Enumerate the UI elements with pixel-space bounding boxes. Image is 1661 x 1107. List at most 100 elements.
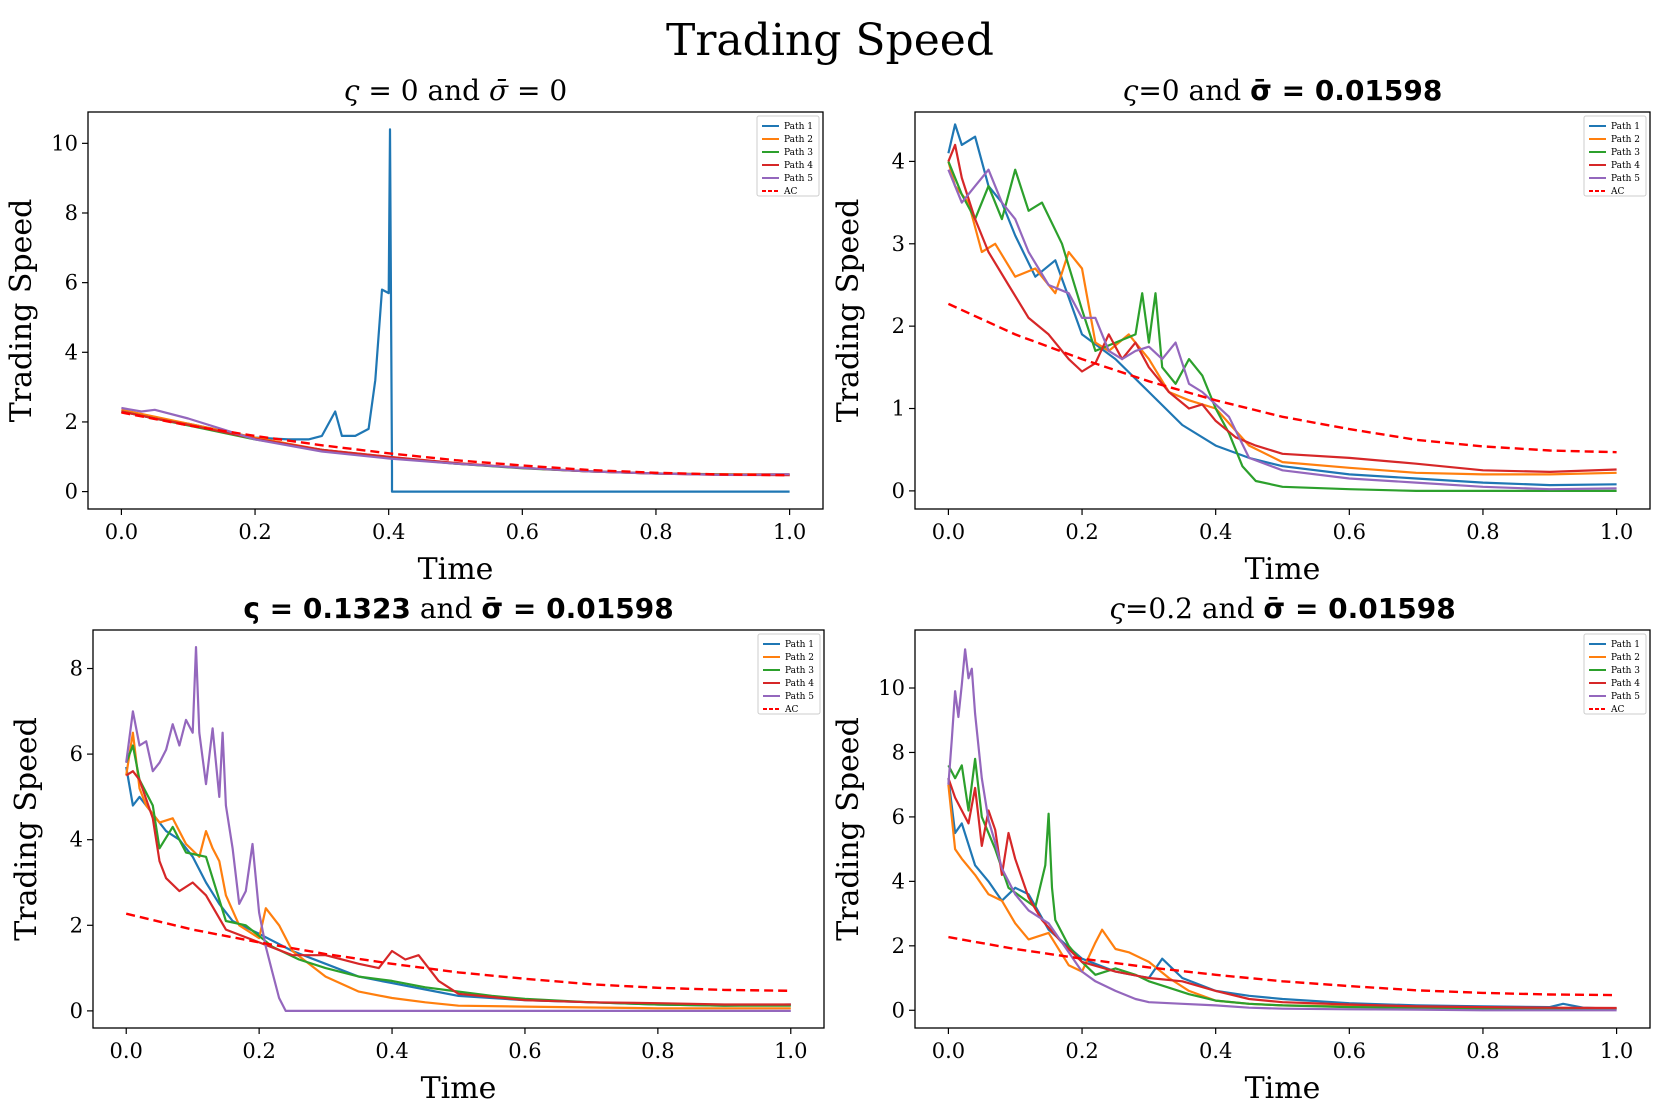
- x-axis-label: Time: [418, 552, 494, 587]
- series-line-path-4: [947, 143, 1617, 473]
- y-tick-label: 2: [892, 934, 905, 958]
- y-tick-label: 8: [70, 657, 83, 681]
- y-axis-label: Trading Speed: [4, 199, 39, 423]
- legend-label: Path 4: [785, 679, 814, 689]
- y-tick-label: 4: [65, 340, 78, 364]
- y-tick-label: 8: [65, 201, 78, 225]
- y-tick-label: 0: [892, 998, 905, 1022]
- series-line-path-2: [125, 731, 791, 1010]
- legend-label: Path 4: [1611, 161, 1640, 171]
- series-line-path-1: [121, 128, 790, 493]
- legend-label: Path 2: [1611, 135, 1640, 145]
- x-tick-label: 0.4: [375, 1039, 408, 1063]
- legend-label: Path 5: [1611, 174, 1640, 184]
- legend-label: Path 2: [1611, 653, 1640, 663]
- legend-box: [1583, 633, 1647, 715]
- legend-label: AC: [1610, 187, 1624, 197]
- legend-label: Path 4: [784, 161, 813, 171]
- x-tick-label: 0.8: [639, 520, 672, 544]
- legend-label: Path 3: [1611, 148, 1640, 158]
- y-tick-label: 0: [65, 480, 78, 504]
- y-tick-label: 2: [892, 314, 905, 338]
- series-group: [125, 645, 791, 1013]
- legend-box: [757, 633, 821, 715]
- x-tick-label: 0.2: [1065, 1039, 1098, 1063]
- x-tick-label: 0.6: [1333, 1039, 1366, 1063]
- y-tick-label: 3: [892, 232, 905, 256]
- y-tick-label: 6: [70, 742, 83, 766]
- legend-label: Path 2: [784, 135, 813, 145]
- series-group: [947, 648, 1617, 1012]
- x-tick-label: 1.0: [1600, 520, 1633, 544]
- x-tick-label: 0.4: [1199, 520, 1232, 544]
- legend-label: Path 5: [784, 174, 813, 184]
- y-axis-label: Trading Speed: [831, 717, 866, 941]
- subplot-2: ς=0 and σ̄ = 0.01598 0.0 0.2 0.4 0.6 0.8 1.0 0 1…: [831, 74, 1651, 587]
- x-tick-label: 0.2: [238, 520, 271, 544]
- subplot-1: ς = 0 and σ̄ = 0 0.0 0.2 0.4 0.6 0.8 1.0 0 2 4 6 8 1…: [4, 74, 824, 587]
- series-group: [121, 128, 790, 493]
- series-line-path-4: [947, 777, 1617, 1010]
- x-tick-label: 0.0: [932, 520, 965, 544]
- subplot-title: ς = 0.1323 and σ̄ = 0.01598: [243, 592, 673, 625]
- axes-frame: [87, 111, 824, 510]
- x-tick-label: 0.0: [110, 1039, 143, 1063]
- legend-label: Path 3: [1611, 666, 1640, 676]
- legend-box: [1583, 115, 1647, 197]
- y-tick-label: 0: [892, 479, 905, 503]
- x-axis-label: Time: [1245, 552, 1321, 587]
- x-tick-label: 0.4: [372, 520, 405, 544]
- legend-label: Path 5: [1611, 692, 1640, 702]
- x-tick-label: 0.4: [1199, 1039, 1232, 1063]
- subplot-4: ς=0.2 and σ̄ = 0.01598 0.0 0.2 0.4 0.6 0.8 1.0…: [831, 592, 1651, 1106]
- subplot-title: ς=0.2 and σ̄ = 0.01598: [1109, 592, 1455, 625]
- x-tick-label: 0.0: [932, 1039, 965, 1063]
- x-tick-label: 0.8: [641, 1039, 674, 1063]
- y-tick-label: 2: [65, 410, 78, 434]
- legend: Path 1 Path 2 Path 3 Path 4 Path 5 AC: [1583, 633, 1647, 715]
- y-tick-label: 2: [70, 913, 83, 937]
- x-tick-label: 1.0: [774, 1039, 807, 1063]
- legend-label: Path 1: [784, 122, 813, 132]
- x-tick-label: 1.0: [1600, 1039, 1633, 1063]
- legend-label: Path 1: [785, 640, 814, 650]
- x-axis-label: Time: [1245, 1071, 1321, 1106]
- series-line-ac: [947, 302, 1617, 454]
- series-line-path-4: [121, 410, 790, 477]
- legend-label: Path 2: [785, 653, 814, 663]
- y-tick-label: 10: [51, 131, 78, 155]
- axes-frame: [914, 111, 1651, 510]
- x-tick-label: 0.2: [1065, 520, 1098, 544]
- legend-label: AC: [784, 705, 798, 715]
- y-tick-label: 6: [65, 271, 78, 295]
- x-tick-label: 0.8: [1466, 1039, 1499, 1063]
- axes-frame: [92, 629, 825, 1029]
- legend-label: Path 1: [1611, 640, 1640, 650]
- x-tick-label: 0.6: [506, 520, 539, 544]
- y-tick-label: 4: [892, 869, 905, 893]
- legend-label: AC: [783, 187, 797, 197]
- y-tick-label: 10: [878, 676, 905, 700]
- legend: Path 1 Path 2 Path 3 Path 4 Path 5 AC: [756, 115, 820, 197]
- series-line-ac: [125, 912, 791, 992]
- x-tick-label: 0.0: [105, 520, 138, 544]
- figure-title: Trading Speed: [666, 15, 994, 66]
- legend-label: Path 3: [785, 666, 814, 676]
- subplot-3: ς = 0.1323 and σ̄ = 0.01598 0.0 0.2 0.4 0.6 0…: [9, 592, 825, 1106]
- y-tick-label: 1: [892, 397, 905, 421]
- x-tick-label: 0.2: [242, 1039, 275, 1063]
- series-line-path-5: [947, 648, 1617, 1012]
- subplot-title: ς = 0 and σ̄ = 0: [344, 74, 567, 107]
- series-line-path-5: [121, 406, 790, 476]
- y-axis-label: Trading Speed: [9, 717, 44, 941]
- axes-frame: [914, 629, 1651, 1029]
- x-axis-label: Time: [421, 1071, 497, 1106]
- series-line-path-5: [125, 645, 791, 1013]
- legend-label: Path 1: [1611, 122, 1640, 132]
- series-line-ac: [121, 411, 790, 477]
- series-line-path-3: [947, 757, 1617, 1010]
- legend-label: Path 3: [784, 148, 813, 158]
- series-line-path-1: [947, 123, 1617, 487]
- legend-label: Path 5: [785, 692, 814, 702]
